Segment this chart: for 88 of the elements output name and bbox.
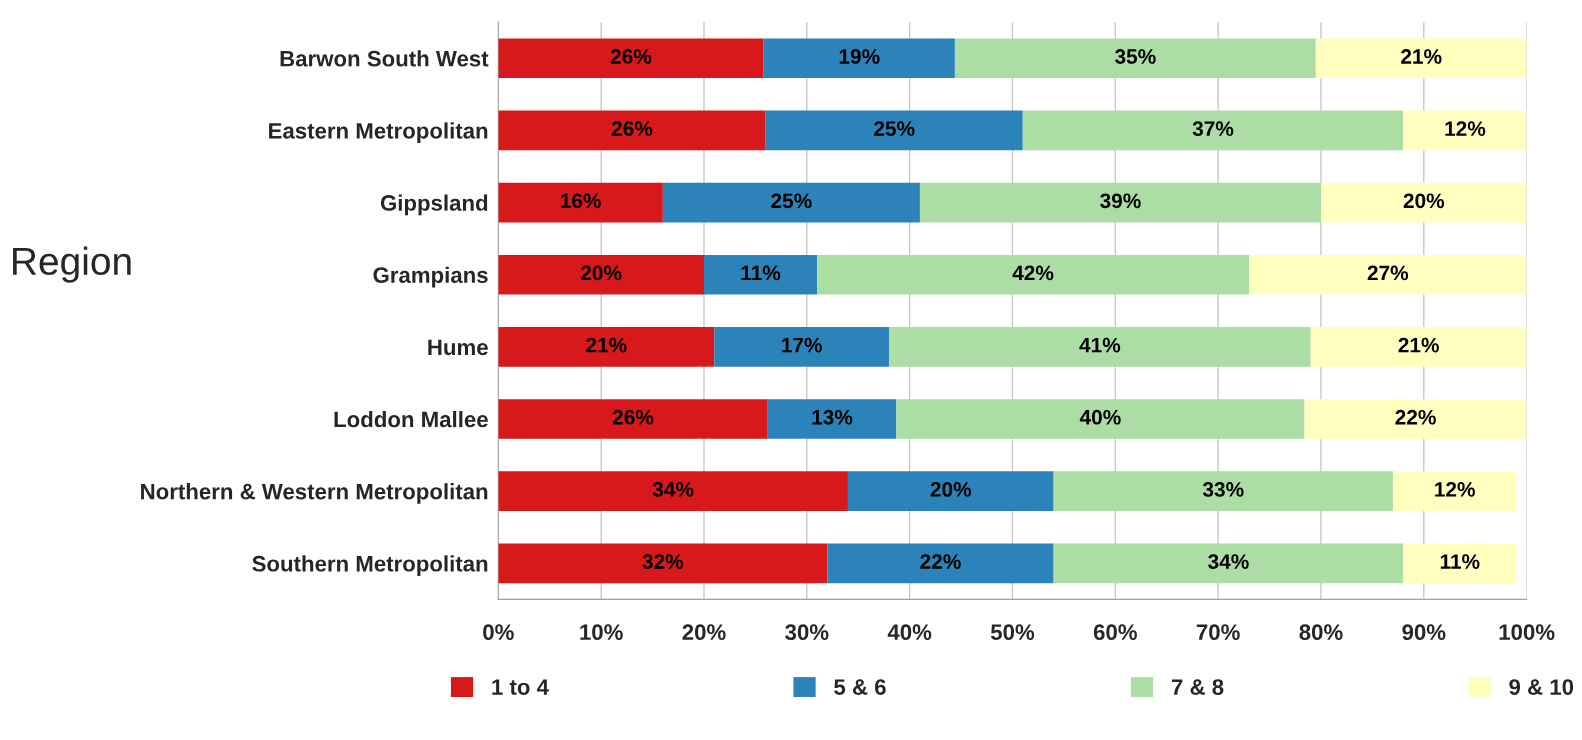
data-label: 21% <box>586 337 627 353</box>
legend-label: 9 & 10 <box>1509 679 1574 695</box>
y-tick-label: Gippsland <box>380 194 488 216</box>
bar <box>498 399 768 439</box>
data-label: 37% <box>1192 121 1234 137</box>
bar <box>817 254 1249 295</box>
bar <box>1315 38 1527 79</box>
bar <box>662 182 920 223</box>
bar <box>1022 110 1404 151</box>
bar <box>1403 543 1517 584</box>
bar <box>498 110 766 151</box>
bar <box>889 327 1311 367</box>
bar <box>1320 182 1527 223</box>
x-tick-label: 0% <box>483 624 514 641</box>
bar <box>896 399 1305 439</box>
data-label: 26% <box>611 121 653 137</box>
bar <box>703 254 818 295</box>
y-tick-label: Grampians <box>373 266 488 288</box>
x-tick-label: 100% <box>1499 624 1555 641</box>
data-label: 20% <box>1403 193 1445 209</box>
data-label: 22% <box>920 554 961 569</box>
y-tick-label: Eastern Metropolitan <box>269 122 488 144</box>
bar <box>763 38 955 79</box>
x-tick-label: 30% <box>785 624 829 641</box>
data-label: 17% <box>782 337 822 353</box>
x-tick-label: 20% <box>682 624 726 641</box>
bar <box>498 38 764 79</box>
bar <box>1310 327 1527 367</box>
x-tick-label: 10% <box>580 624 623 641</box>
data-label: 20% <box>581 265 622 281</box>
data-label: 12% <box>1435 482 1475 497</box>
bar <box>714 327 890 367</box>
bar <box>847 471 1054 512</box>
bar <box>1053 471 1393 512</box>
bar <box>498 254 704 295</box>
data-label: 27% <box>1367 265 1409 281</box>
data-label: 19% <box>839 49 880 64</box>
data-label: 34% <box>1208 554 1249 569</box>
legend-label: 5 & 6 <box>834 679 886 695</box>
data-label: 34% <box>652 482 694 497</box>
data-label: 41% <box>1079 337 1121 353</box>
bar <box>954 38 1316 79</box>
data-label: 13% <box>812 409 853 425</box>
bar <box>1403 110 1527 151</box>
y-tick-label: Southern Metropolitan <box>252 555 488 576</box>
x-tick-label: 70% <box>1196 624 1240 641</box>
bar <box>498 327 715 367</box>
bar <box>498 543 828 584</box>
data-label: 16% <box>561 193 601 209</box>
x-tick-label: 60% <box>1093 624 1137 641</box>
data-label: 35% <box>1114 49 1156 64</box>
y-axis-title: Region <box>13 246 131 283</box>
data-label: 11% <box>1440 554 1480 569</box>
bar <box>498 182 663 223</box>
data-label: 26% <box>610 49 652 64</box>
data-label: 12% <box>1445 121 1486 136</box>
data-label: 22% <box>1395 409 1436 425</box>
x-tick-label: 40% <box>887 624 932 641</box>
data-label: 11% <box>741 265 781 281</box>
bar <box>827 543 1054 584</box>
bar <box>919 182 1321 223</box>
bar <box>1304 399 1527 439</box>
data-label: 25% <box>874 121 915 137</box>
y-tick-label: Loddon Mallee <box>334 410 488 428</box>
x-tick-label: 80% <box>1299 624 1343 641</box>
data-label: 39% <box>1100 193 1141 209</box>
legend-label: 7 & 8 <box>1171 679 1224 695</box>
bar <box>1392 471 1517 512</box>
bar <box>498 471 848 512</box>
data-label: 25% <box>771 193 812 209</box>
data-label: 20% <box>930 482 972 497</box>
data-label: 32% <box>642 554 684 569</box>
data-label: 21% <box>1401 49 1442 64</box>
x-tick-label: 50% <box>990 624 1035 641</box>
bar <box>1248 254 1527 295</box>
data-label: 21% <box>1398 337 1439 353</box>
y-tick-label: Northern & Western Metropolitan <box>141 483 488 504</box>
data-label: 40% <box>1079 409 1121 425</box>
data-label: 26% <box>612 409 654 425</box>
x-tick-label: 90% <box>1402 624 1446 641</box>
bar <box>765 110 1023 151</box>
bar <box>1053 543 1404 584</box>
data-label: 33% <box>1202 482 1244 497</box>
legend-label: 1 to 4 <box>492 679 549 695</box>
data-label: 42% <box>1012 265 1054 281</box>
y-tick-label: Hume <box>428 339 488 356</box>
y-tick-label: Barwon South West <box>280 50 489 67</box>
bar <box>767 399 897 439</box>
